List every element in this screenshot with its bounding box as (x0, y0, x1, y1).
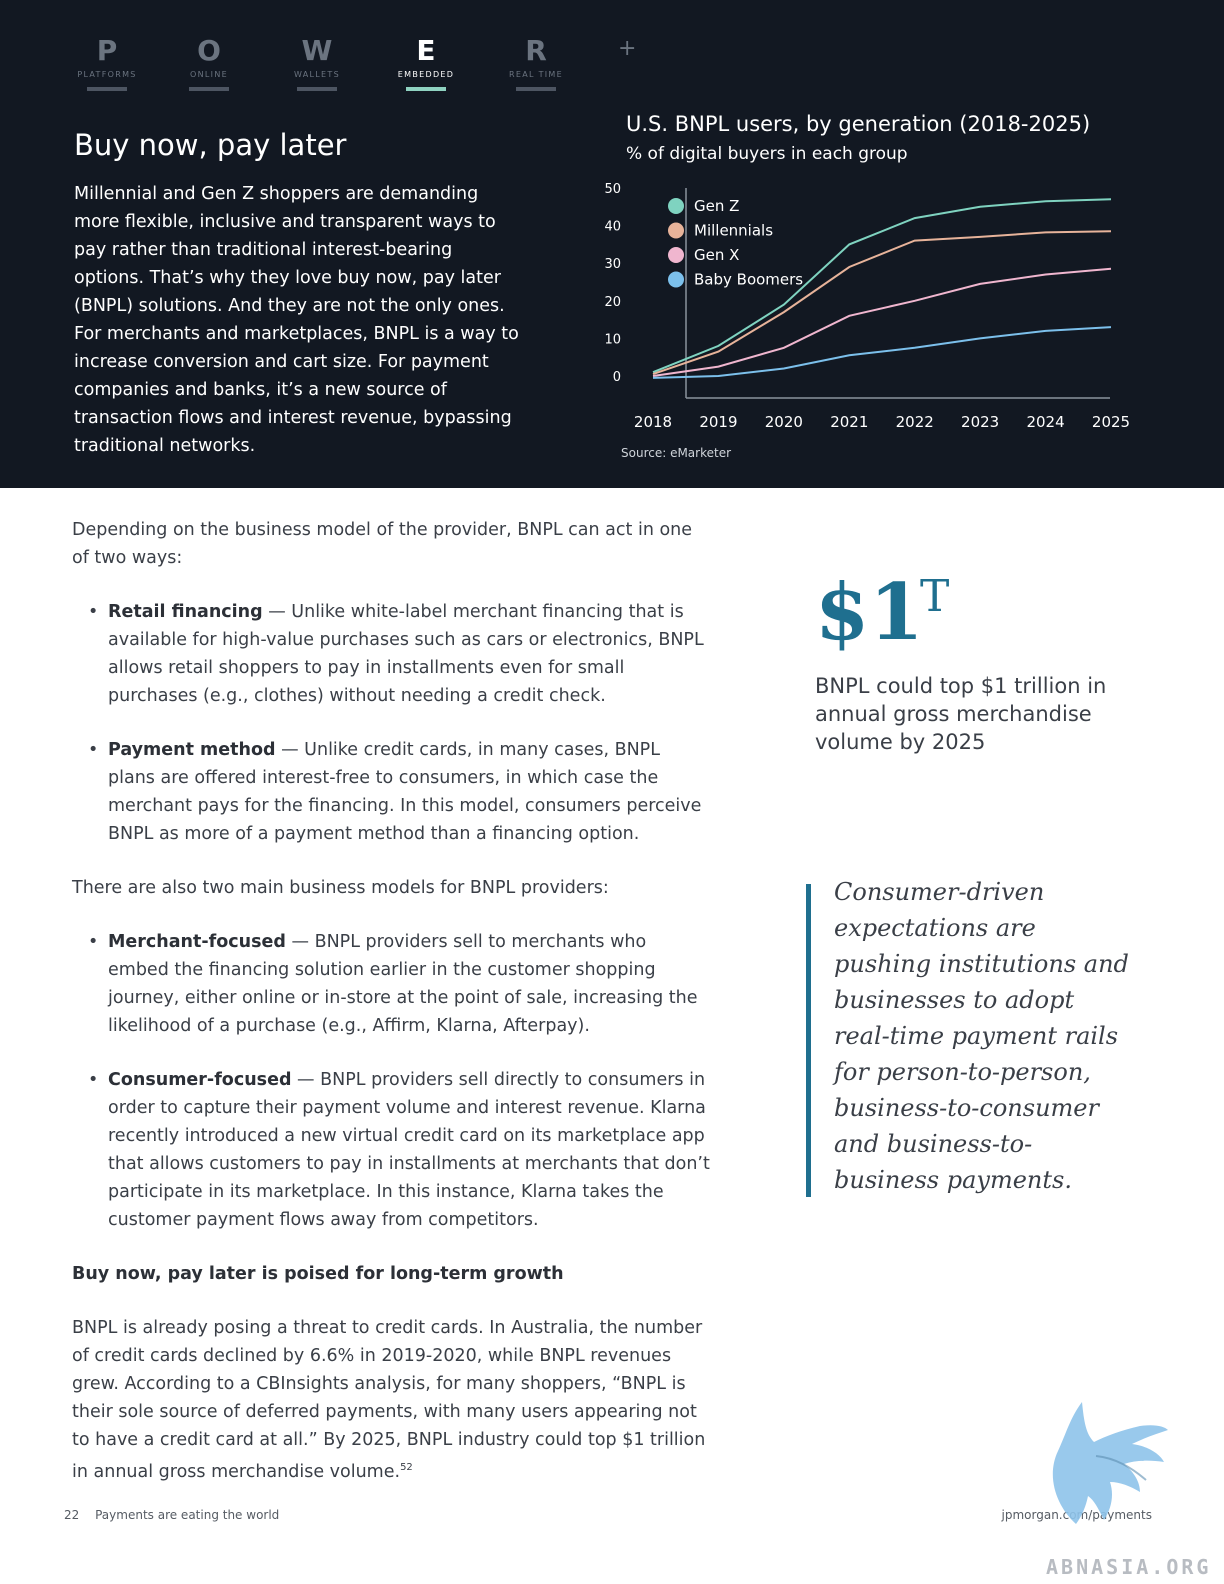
nav-caption: WALLETS (294, 70, 340, 79)
griffin-logo-icon (1052, 1402, 1168, 1524)
section-subheading: Buy now, pay later is poised for long-te… (72, 1264, 564, 1284)
nav-underline (297, 87, 337, 91)
ways-list: Retail financing — Unlike white-label me… (72, 598, 712, 848)
nav-letter: E (416, 34, 436, 67)
nav-item-online[interactable]: O ONLINE (172, 34, 246, 91)
chart-source: Source: eMarketer (621, 446, 732, 460)
legend-label: Gen X (694, 246, 739, 264)
nav-item-platforms[interactable]: P PLATFORMS (70, 34, 144, 91)
publication-title: Payments are eating the world (95, 1508, 280, 1522)
closing-text: BNPL is already posing a threat to credi… (72, 1318, 706, 1482)
nav-item-embedded[interactable]: E EMBEDDED (389, 34, 463, 91)
nav-item-wallets[interactable]: W WALLETS (280, 34, 354, 91)
nav-letter: W (301, 34, 333, 67)
watermark-text: ABNASIA.ORG (1046, 1555, 1212, 1579)
legend-label: Millennials (694, 222, 773, 240)
nav-caption: REAL TIME (509, 70, 563, 79)
nav-letter: O (197, 34, 221, 67)
x-tick-label: 2020 (765, 413, 803, 431)
section-nav: P PLATFORMS O ONLINE W WALLETS E EMBEDDE… (70, 34, 650, 104)
list-item-text: — Unlike credit cards, in many cases, BN… (108, 740, 702, 844)
x-tick-label: 2025 (1092, 413, 1130, 431)
y-tick-label: 40 (604, 220, 621, 235)
y-tick-label: 50 (604, 182, 621, 197)
list-item: Consumer-focused — BNPL providers sell d… (72, 1066, 712, 1234)
legend-label: Gen Z (694, 197, 739, 215)
closing-paragraph: BNPL is already posing a threat to credi… (72, 1314, 712, 1486)
y-tick-label: 0 (613, 370, 621, 385)
legend-swatch (668, 247, 684, 263)
quote-accent-bar (806, 884, 811, 1197)
stat-value: $1 (815, 567, 924, 658)
page-number: 22 (64, 1508, 80, 1522)
models-list: Merchant-focused — BNPL providers sell t… (72, 928, 712, 1234)
stat-caption: BNPL could top $1 trillion in annual gro… (815, 674, 1107, 754)
x-axis-ticks: 2018 2019 2020 2021 2022 2023 2024 2025 (634, 413, 1130, 431)
list-item-text: — Unlike white-label merchant financing … (108, 602, 704, 706)
y-tick-label: 20 (604, 295, 621, 310)
x-tick-label: 2022 (896, 413, 934, 431)
nav-caption: ONLINE (190, 70, 228, 79)
nav-item-real-time[interactable]: R REAL TIME (499, 34, 573, 91)
section-title: Buy now, pay later (74, 128, 347, 162)
series-line-gen-x (652, 267, 1112, 377)
list-item-term: Payment method (108, 740, 276, 760)
y-tick-label: 30 (604, 257, 621, 272)
footer-page-info: 22 Payments are eating the world (64, 1508, 279, 1522)
stat-unit: T (920, 571, 950, 622)
series-line-gen-z (652, 198, 1112, 374)
nav-caption: PLATFORMS (77, 70, 137, 79)
x-tick-label: 2019 (699, 413, 737, 431)
list-item-term: Consumer-focused (108, 1070, 292, 1090)
legend-swatch (668, 271, 684, 288)
list-item-term: Retail financing (108, 602, 263, 622)
list-item: Payment method — Unlike credit cards, in… (72, 736, 712, 848)
section-intro: Millennial and Gen Z shoppers are demand… (74, 184, 519, 456)
intro-paragraph: Depending on the business model of the p… (72, 520, 693, 568)
pull-quote: Consumer-driven expectations are pushing… (834, 878, 1129, 1194)
series-lines (652, 198, 1112, 379)
nav-caption: EMBEDDED (397, 70, 455, 79)
chart-title: U.S. BNPL users, by generation (2018-202… (626, 112, 1091, 136)
nav-letter: P (96, 34, 118, 67)
hero-section: P PLATFORMS O ONLINE W WALLETS E EMBEDDE… (0, 0, 1224, 488)
y-axis-ticks: 0 10 20 30 40 50 (604, 182, 621, 385)
x-tick-label: 2018 (634, 413, 672, 431)
nav-letter: R (525, 34, 547, 67)
nav-underline (189, 87, 229, 91)
chart-legend: Gen Z Millennials Gen X Baby Boomers (668, 197, 803, 289)
footnote-ref[interactable]: 52 (400, 1462, 413, 1473)
nav-underline (406, 87, 446, 91)
legend-label: Baby Boomers (694, 271, 803, 289)
main-column: Depending on the business model of the p… (72, 516, 712, 1486)
x-tick-label: 2023 (961, 413, 999, 431)
plus-icon[interactable]: + (618, 36, 637, 61)
models-intro-paragraph: There are also two main business models … (72, 878, 609, 898)
x-tick-label: 2024 (1026, 413, 1064, 431)
list-item: Merchant-focused — BNPL providers sell t… (72, 928, 712, 1040)
series-line-millennials (652, 230, 1112, 376)
legend-swatch (668, 198, 684, 214)
series-line-baby-boomers (652, 326, 1112, 379)
legend-swatch (668, 222, 684, 239)
nav-underline (516, 87, 556, 91)
list-item: Retail financing — Unlike white-label me… (72, 598, 712, 710)
nav-underline (87, 87, 127, 91)
y-tick-label: 10 (604, 332, 621, 347)
chart-subtitle: % of digital buyers in each group (626, 144, 908, 164)
list-item-term: Merchant-focused (108, 932, 286, 952)
x-tick-label: 2021 (830, 413, 868, 431)
bnpl-users-line-chart: 0 10 20 30 40 50 2018 2019 2020 2021 2022 2023 2024… (604, 182, 1130, 431)
list-item-text: — BNPL providers sell directly to consum… (108, 1070, 710, 1230)
list-item-text: — BNPL providers sell to merchants who e… (108, 932, 698, 1036)
